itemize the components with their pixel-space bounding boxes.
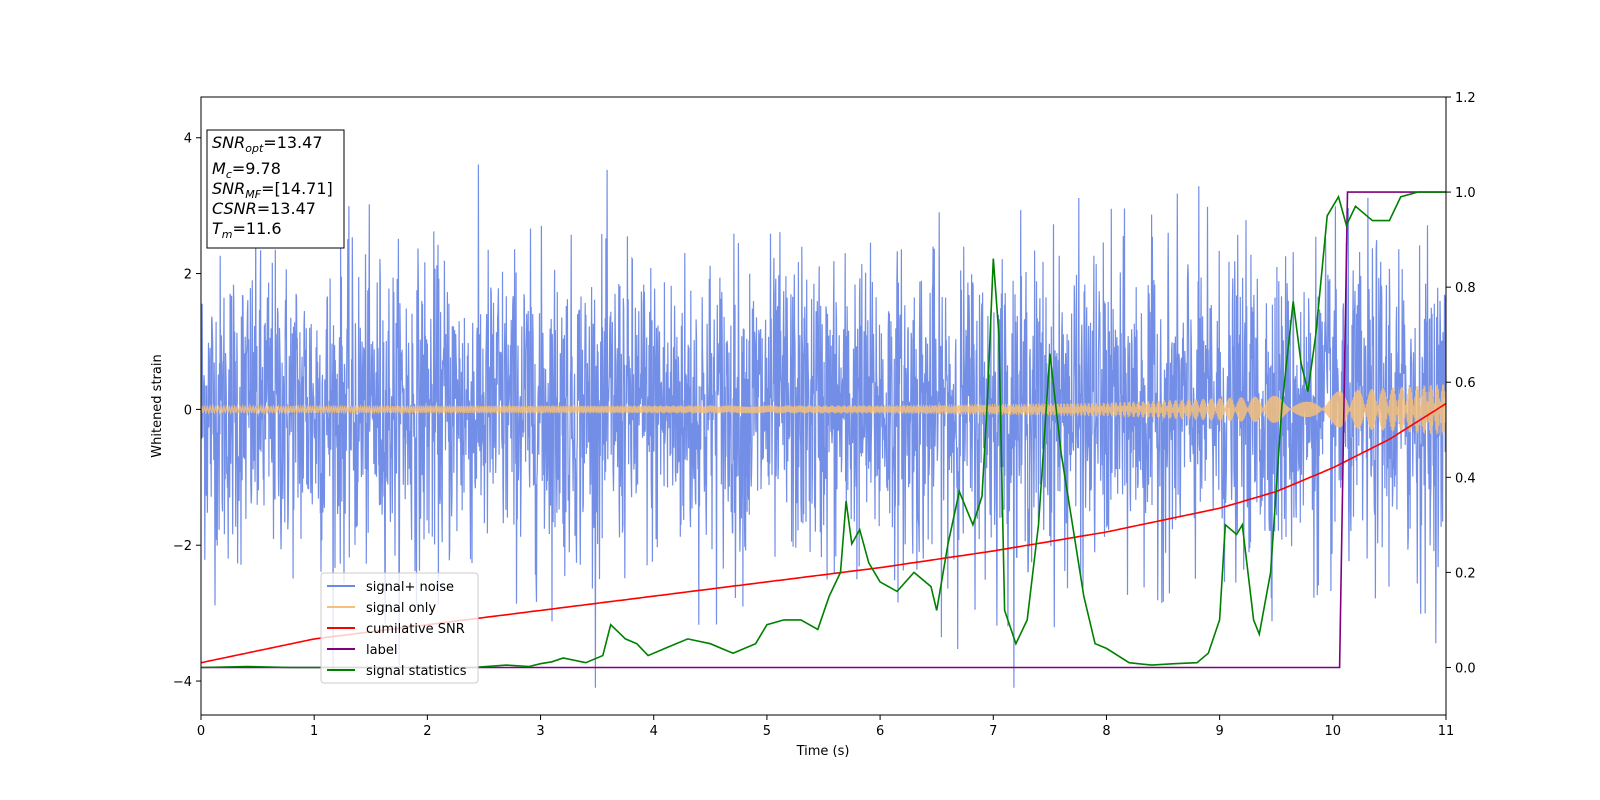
y-left-tick-label: −2 <box>173 539 192 554</box>
x-tick-label: 7 <box>989 724 997 739</box>
annotation-line: SNRMF=[14.71] <box>212 179 333 201</box>
y-axis-label: Whitened strain <box>150 354 165 457</box>
series-signal-noise <box>201 164 1446 688</box>
x-tick-label: 4 <box>650 724 658 739</box>
y-right-tick-label: 0.6 <box>1455 376 1476 391</box>
x-tick-label: 1 <box>310 724 318 739</box>
plot-frame <box>200 96 1447 716</box>
y-right-tick-label: 0.0 <box>1455 661 1476 676</box>
y-right-tick-label: 1.2 <box>1455 91 1476 106</box>
x-tick-label: 5 <box>763 724 771 739</box>
y-axis-left: −4 −2 0 2 4 <box>173 132 201 690</box>
y-left-tick-label: 4 <box>184 132 192 147</box>
annotation-box: SNRopt=13.47 Mc=9.78SNRMF=[14.71]CSNR=13.… <box>206 129 345 249</box>
x-tick-label: 0 <box>197 724 205 739</box>
y-axis-right: 0.0 0.2 0.4 0.6 0.8 1.0 1.2 <box>1446 91 1476 676</box>
x-tick-label: 2 <box>423 724 431 739</box>
x-tick-label: 9 <box>1215 724 1223 739</box>
y-right-tick-label: 0.8 <box>1455 281 1476 296</box>
annotation-line: Mc=9.78 <box>212 159 281 181</box>
x-tick-label: 10 <box>1325 724 1342 739</box>
legend-label: label <box>366 643 397 658</box>
legend-label: cumilative SNR <box>366 622 465 637</box>
x-axis: 0 1 2 3 4 5 6 7 8 9 10 11 <box>197 715 1454 739</box>
x-tick-label: 11 <box>1438 724 1455 739</box>
annotation-line: SNRopt=13.47 <box>212 133 323 155</box>
series-label <box>201 191 1446 669</box>
legend-label: signal+ noise <box>366 580 454 595</box>
y-right-tick-label: 0.2 <box>1455 566 1476 581</box>
legend: signal+ noise signal only cumilative SNR la… <box>320 572 479 684</box>
legend-label: signal statistics <box>366 664 467 679</box>
y-left-tick-label: −4 <box>173 675 192 690</box>
x-tick-label: 6 <box>876 724 884 739</box>
y-left-tick-label: 0 <box>184 403 192 418</box>
x-axis-label: Time (s) <box>796 744 850 759</box>
annotation-line: CSNR=13.47 <box>212 199 316 218</box>
legend-label: signal only <box>366 601 436 616</box>
y-left-tick-label: 2 <box>184 268 192 283</box>
series-signal-only <box>201 384 1446 435</box>
annotation-line: Tm=11.6 <box>212 219 282 241</box>
x-tick-label: 3 <box>536 724 544 739</box>
series-signal-statistics <box>201 191 1446 669</box>
x-tick-label: 8 <box>1102 724 1110 739</box>
y-right-tick-label: 1.0 <box>1455 186 1476 201</box>
y-right-tick-label: 0.4 <box>1455 471 1476 486</box>
